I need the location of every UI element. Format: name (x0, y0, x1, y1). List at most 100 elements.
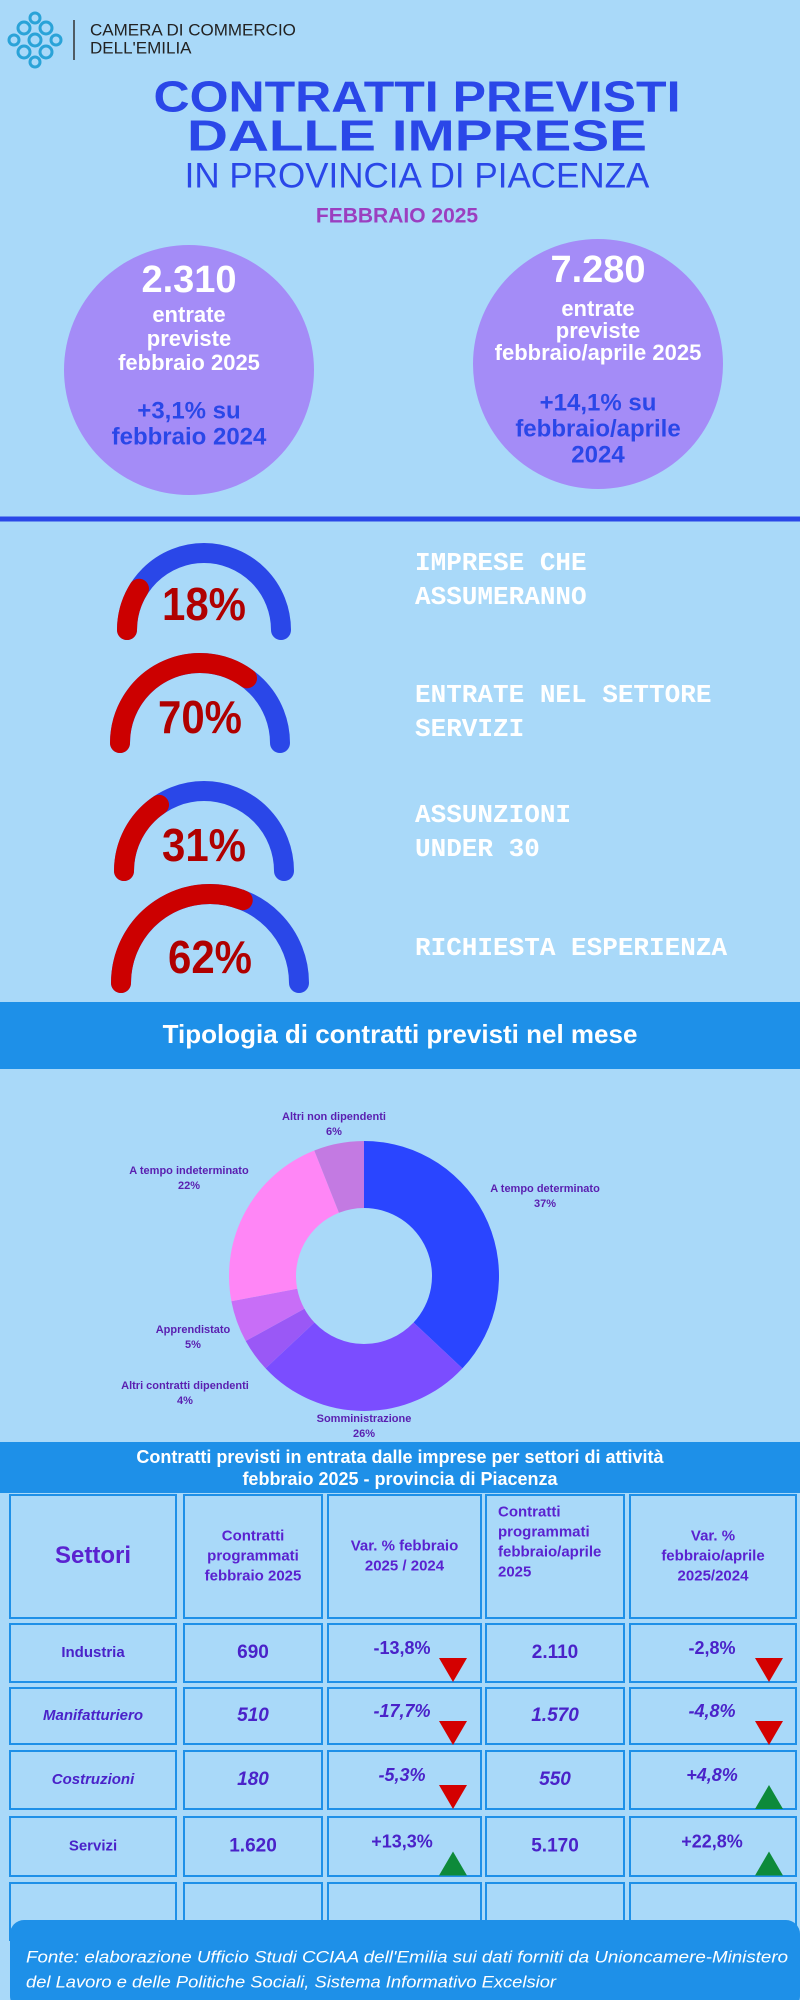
highlight-text: febbraio 2025 (118, 350, 260, 375)
org-name: DELL'EMILIA (90, 38, 192, 57)
pie-slice (228, 1150, 339, 1302)
footer-box (10, 1920, 800, 2000)
table-cell (629, 1623, 797, 1683)
arrow-up (755, 1785, 783, 1809)
arrow-up (439, 1851, 467, 1876)
table-value: 1.570 (531, 1705, 579, 1726)
pie-slice (265, 1322, 463, 1411)
table-value: +4,8% (686, 1765, 738, 1785)
gauge-label: RICHIESTA ESPERIENZA (415, 933, 727, 963)
table-value: 510 (237, 1705, 269, 1726)
slice-value: 37% (534, 1198, 556, 1210)
slice-label: Somministrazione (317, 1413, 412, 1425)
gauge-arc (114, 794, 170, 881)
table-value: 1.620 (229, 1836, 277, 1857)
table-header: 2025 (498, 1563, 531, 1580)
table-cell (629, 1687, 797, 1745)
table-cell (327, 1623, 482, 1683)
arrow-down (755, 1658, 783, 1682)
footer-text: del Lavoro e delle Politiche Sociali, Si… (26, 1972, 557, 1991)
table-cell (183, 1816, 323, 1877)
table-value: 550 (539, 1769, 571, 1790)
table-header: Var. % febbraio (351, 1537, 459, 1554)
gauge-label: IMPRESE CHE (415, 548, 587, 578)
gauge-arc (117, 578, 149, 640)
table-cell (9, 1623, 177, 1683)
table-header: febbraio 2025 (205, 1567, 302, 1584)
slice-label: A tempo indeterminato (129, 1165, 249, 1177)
table-cell (485, 1816, 625, 1877)
slice-label: Altri non dipendenti (282, 1111, 386, 1123)
table-cell (9, 1750, 177, 1810)
table-cell (9, 1687, 177, 1745)
table-header: Var. % (691, 1527, 735, 1544)
highlight-text: previste (147, 326, 231, 351)
table-header: Settori (55, 1542, 131, 1569)
table-cell (183, 1623, 323, 1683)
table-sector: Costruzioni (52, 1771, 135, 1788)
highlight-change: febbraio/aprile (515, 415, 680, 442)
highlight-change: +14,1% su (540, 389, 657, 416)
table-value: -5,3% (378, 1765, 425, 1785)
subtitle: IN PROVINCIA DI PIACENZA (185, 156, 650, 195)
table-value: 180 (237, 1769, 269, 1790)
gauge-label: ASSUNZIONI (415, 800, 571, 830)
table-title: febbraio 2025 - provincia di Piacenza (242, 1469, 558, 1489)
pie-slice (314, 1141, 364, 1213)
arrow-down (439, 1721, 467, 1745)
highlight-value: 7.280 (550, 249, 645, 291)
table-header: 2025 / 2024 (365, 1557, 445, 1574)
title: DALLE IMPRESE (187, 112, 647, 161)
gauge-label: UNDER 30 (415, 834, 540, 864)
table-cell (183, 1494, 323, 1619)
slice-label: Altri contratti dipendenti (121, 1380, 249, 1392)
highlight-text: febbraio/aprile 2025 (495, 340, 702, 365)
table-value: +22,8% (681, 1831, 743, 1851)
table-sector: Servizi (69, 1837, 117, 1854)
pie-slice (231, 1288, 305, 1342)
highlight-text: entrate (152, 302, 225, 327)
table-cell (327, 1816, 482, 1877)
table-header: Contratti (222, 1527, 285, 1544)
arrow-down (439, 1785, 467, 1809)
table-value: 5.170 (531, 1836, 579, 1857)
gauge-label: SERVIZI (415, 714, 524, 744)
table-header: febbraio/aprile (661, 1547, 764, 1564)
table-cell (629, 1494, 797, 1619)
highlight-change: febbraio 2024 (112, 423, 267, 450)
gauge-label: ENTRATE NEL SETTORE (415, 680, 711, 710)
table-title: Contratti previsti in entrata dalle impr… (136, 1447, 664, 1467)
table-header: programmati (498, 1523, 590, 1540)
highlight-change: 2024 (571, 441, 625, 468)
table-value: 2.110 (532, 1642, 579, 1663)
slice-value: 26% (353, 1428, 375, 1440)
table-cell (485, 1494, 625, 1619)
highlight-circle (64, 245, 314, 495)
pie-slice (245, 1308, 315, 1369)
table-cell (183, 1750, 323, 1810)
highlight-text: entrate (561, 296, 634, 321)
table-cell (485, 1750, 625, 1810)
gauge-value: 18% (162, 578, 246, 630)
slice-label: A tempo determinato (490, 1183, 600, 1195)
table-cell (629, 1750, 797, 1810)
arrow-down (755, 1721, 783, 1745)
pie-slice (364, 1141, 499, 1369)
slice-value: 5% (185, 1339, 201, 1351)
table-cell (9, 1494, 177, 1619)
highlight-text: previste (556, 318, 640, 343)
table-header: febbraio/aprile (498, 1543, 601, 1560)
table-cell (485, 1687, 625, 1745)
gauge-value: 62% (168, 931, 252, 983)
table-cell (327, 1687, 482, 1745)
table-value: -4,8% (688, 1701, 735, 1721)
slice-value: 22% (178, 1180, 200, 1192)
footer-text: Fonte: elaborazione Ufficio Studi CCIAA … (26, 1947, 788, 1966)
title: CONTRATTI PREVISTI (154, 73, 681, 122)
table-value: -2,8% (688, 1638, 735, 1658)
table-cell (9, 1816, 177, 1877)
arrow-down (439, 1658, 467, 1682)
org-name: CAMERA DI COMMERCIO (90, 20, 296, 39)
slice-label: Apprendistato (156, 1324, 231, 1336)
